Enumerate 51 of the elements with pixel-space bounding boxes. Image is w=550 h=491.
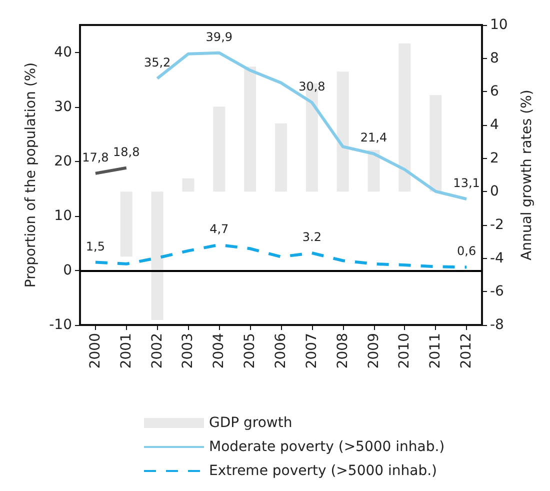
data-label: 30,8 <box>298 79 326 94</box>
data-label: 0,6 <box>456 244 476 258</box>
data-label: 13,1 <box>453 176 480 190</box>
y2-axis-title: Annual growth rates (%) <box>519 90 535 260</box>
bar <box>398 43 411 192</box>
x-tick-label: 2008 <box>334 333 351 369</box>
y2-tick-label: 10 <box>490 17 508 33</box>
x-tick-label: 2011 <box>428 333 444 369</box>
x-tick-label: 2012 <box>458 333 475 369</box>
x-tick-label: 2009 <box>366 333 382 369</box>
x-tick-label: 2007 <box>304 333 320 369</box>
y-tick-label: -10 <box>49 317 72 333</box>
y-tick-label: 40 <box>54 44 72 60</box>
data-label: 3.2 <box>302 230 322 244</box>
x-tick-label: 2005 <box>242 333 258 369</box>
y2-tick-label: -2 <box>490 217 504 233</box>
data-label: 18,8 <box>113 144 140 159</box>
y-tick-label: 20 <box>54 153 72 170</box>
x-tick-label: 2006 <box>273 332 289 369</box>
y2-tick-label: -8 <box>490 317 504 333</box>
x-tick-label: 2002 <box>149 333 166 369</box>
y2-tick-label: -6 <box>490 284 504 300</box>
bar <box>151 192 164 320</box>
data-label: 21,4 <box>360 130 388 145</box>
x-tick-label: 2004 <box>211 332 228 369</box>
y2-tick-label: 8 <box>490 50 499 66</box>
y-axis-title: Proportion of the population (%) <box>23 62 40 288</box>
x-tick-label: 2003 <box>180 333 196 369</box>
y2-tick-label: 0 <box>490 184 499 200</box>
y-tick-label: 10 <box>54 208 72 224</box>
legend-label: GDP growth <box>209 415 292 431</box>
data-label: 39,9 <box>206 30 233 44</box>
y-tick-label: 0 <box>63 262 72 278</box>
bar <box>430 95 442 192</box>
y-tick-label: 30 <box>54 98 72 115</box>
y2-tick-label: 4 <box>490 117 499 133</box>
bar <box>244 66 256 192</box>
data-label: 35,2 <box>144 55 171 70</box>
y2-tick-label: -4 <box>490 250 504 266</box>
bar <box>368 150 380 192</box>
x-tick-label: 2010 <box>396 333 413 369</box>
legend-label: Moderate poverty (>5000 inhab.) <box>209 439 445 455</box>
bar <box>336 72 349 192</box>
data-label: 4,7 <box>210 222 229 236</box>
y2-tick-label: 6 <box>490 84 499 100</box>
data-label: 1,5 <box>86 239 106 254</box>
data-label: 17,8 <box>82 150 109 164</box>
legend-label: Extreme poverty (>5000 inhab.) <box>209 463 437 479</box>
x-tick-label: 2001 <box>118 333 134 369</box>
x-tick-label: 2000 <box>87 333 104 369</box>
y2-tick-label: 2 <box>490 150 499 166</box>
